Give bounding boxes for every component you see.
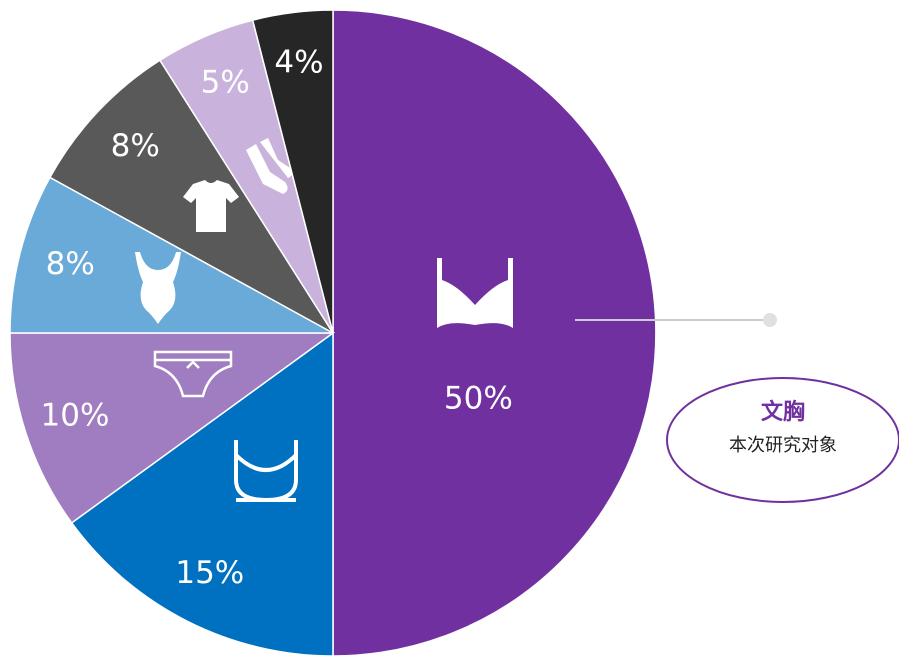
pie-slice [70,331,334,656]
bodysuit-icon [135,252,181,324]
bra-icon [437,258,513,328]
pie-slice [9,332,336,524]
slice-label: 15% [175,555,244,591]
slice-label: 50% [444,381,513,417]
brief-icon [153,350,233,398]
callout-dot [763,313,777,327]
pie-slice [332,9,657,656]
tshirt-icon [183,180,239,232]
slice-label: 8% [46,246,95,282]
socks-icon [246,138,293,194]
pie-slice [9,176,334,334]
pie-slice [251,9,334,334]
pie [9,9,657,656]
icons [135,138,513,503]
slice-label: 8% [111,128,160,164]
annotation-title: 文胸 [761,399,805,425]
annotation-ellipse [666,377,899,503]
slice-label: 10% [41,397,110,433]
annotation-subtitle: 本次研究对象 [729,435,837,456]
sports-bra-icon [234,440,298,503]
slice-label: 5% [201,64,250,100]
slice-label: 4% [274,44,323,80]
